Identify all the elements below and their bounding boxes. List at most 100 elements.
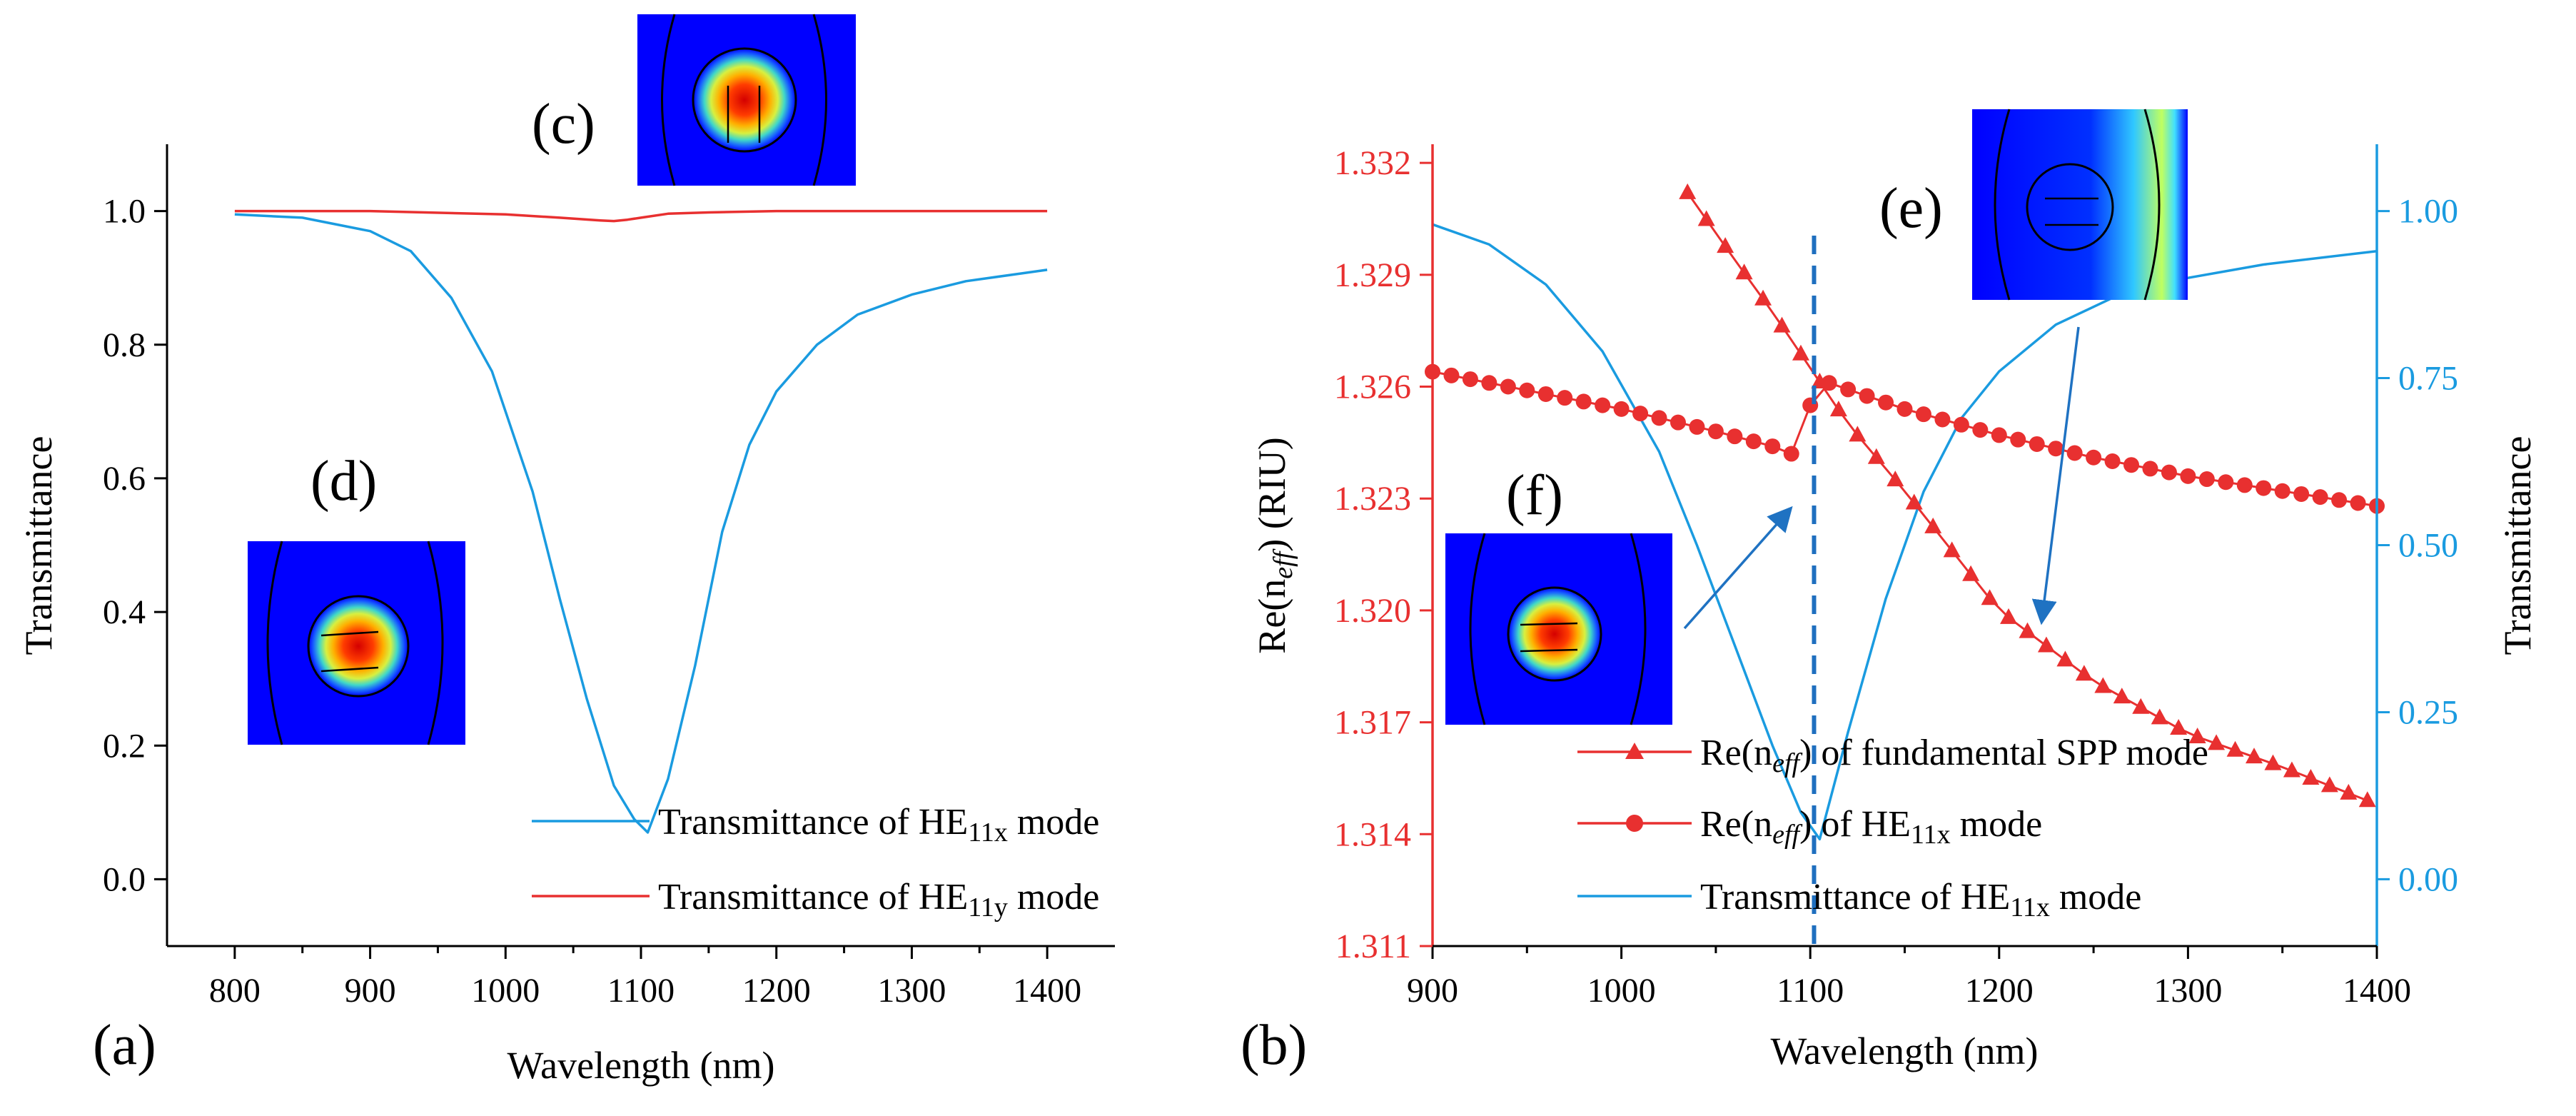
panel-b-left-tick-label: 1.326 — [1334, 368, 1411, 406]
spp-neff-point — [2170, 718, 2188, 735]
he11x-neff-point — [1840, 381, 1857, 398]
spp-neff-point — [2208, 734, 2226, 750]
panel-b: 900 1000 1100 1200 1300 1400 1.3111.3141.3171… — [1241, 109, 2539, 1077]
panel-b-x-tick-label: 1000 — [1587, 972, 1656, 1010]
he11x-neff-point — [2029, 436, 2045, 452]
he11x-neff-point — [1934, 411, 1951, 428]
he11x-neff-point — [1689, 418, 1705, 435]
panel-b-left-tick-label: 1.323 — [1334, 480, 1411, 518]
inset-f-field-arrow-2 — [1520, 648, 1578, 653]
panel-a-x-ticks: 800 900 1000 1100 1200 1300 1400 — [209, 946, 1081, 1010]
inset-f-core-outline — [1507, 586, 1602, 682]
he11x-neff-point — [1537, 386, 1554, 402]
panel-a-y-tick-label: 0.4 — [103, 593, 146, 631]
series-line-he11x-neff — [1432, 371, 2378, 508]
spp-neff-point — [2226, 740, 2244, 757]
spp-neff-point — [2283, 761, 2300, 778]
panel-a-legend: Transmittance of HE11x mode Transmittanc… — [532, 802, 1099, 923]
inset-f-pointer-arrow — [1683, 506, 1793, 630]
panel-a-y-tick-label: 1.0 — [103, 193, 146, 231]
spp-neff-point — [2320, 776, 2338, 793]
panel-b-left-tick-label: 1.311 — [1335, 928, 1411, 965]
he11x-neff-point — [1557, 390, 1573, 406]
he11x-neff-point — [1821, 375, 1837, 391]
panel-a-x-tick-label: 1400 — [1013, 972, 1081, 1010]
inset-e-cladding-left — [1994, 109, 2011, 301]
panel-a-x-tick-label: 1000 — [471, 972, 540, 1010]
he11x-neff-point — [2104, 453, 2121, 469]
series-line-he11x-transmittance-b — [1432, 223, 2378, 841]
inset-d-mode-field: (d) — [248, 450, 465, 745]
panel-a-y-tick-label: 0.2 — [103, 727, 146, 765]
spp-neff-point — [2113, 688, 2131, 704]
he11x-neff-point — [1500, 378, 1516, 395]
panel-b-x-tick-label: 1400 — [2343, 972, 2411, 1010]
spp-neff-point — [1905, 493, 1923, 510]
inset-d-cladding-left — [266, 541, 283, 745]
inset-e-cladding-right — [2143, 109, 2161, 301]
spp-neff-point — [2037, 636, 2055, 653]
he11x-neff-point — [2198, 471, 2215, 488]
spp-neff-point — [2132, 698, 2150, 714]
panel-a-x-tick-label: 1100 — [607, 972, 675, 1010]
spp-neff-point — [1773, 316, 1791, 333]
he11x-neff-point — [2218, 474, 2234, 491]
panel-d-letter: (d) — [310, 450, 377, 513]
series-line-he11y-transmittance — [234, 209, 1048, 223]
panel-b-legend: Re(neff) of fundamental SPP mode Re(neff… — [1577, 733, 2208, 923]
spp-neff-point — [2056, 650, 2074, 667]
he11x-neff-point — [2123, 457, 2140, 473]
he11x-neff-point — [1783, 446, 1799, 462]
legend-marker-triangle — [1625, 743, 1644, 759]
he11x-neff-point — [1519, 382, 1535, 398]
panel-a-x-label: Wavelength (nm) — [507, 1044, 774, 1087]
he11x-neff-point — [2066, 445, 2083, 461]
he11x-neff-point — [1972, 422, 1989, 438]
spp-neff-point — [2151, 708, 2168, 725]
spp-neff-point — [1962, 565, 1980, 581]
spp-neff-point — [2302, 768, 2320, 785]
spp-neff-point — [2094, 677, 2112, 693]
legend-label-he11y: Transmittance of HE11y mode — [658, 877, 1099, 923]
spp-neff-point — [2358, 791, 2376, 808]
panel-b-x-tick-label: 900 — [1407, 972, 1458, 1010]
panel-b-right-tick-label: 0.75 — [2398, 360, 2458, 398]
he11x-neff-point — [2293, 486, 2310, 502]
he11x-neff-point — [1632, 406, 1649, 422]
he11x-neff-point — [1707, 423, 1724, 440]
panel-b-y-label-left: Re(neff) (RIU) — [1251, 437, 1298, 653]
he11x-neff-point — [1595, 397, 1611, 413]
he11x-neff-point — [2350, 495, 2366, 511]
he11x-neff-point — [1991, 427, 2007, 443]
panel-b-left-tick-label: 1.317 — [1334, 704, 1411, 742]
panel-e-letter: (e) — [1879, 177, 1943, 240]
panel-a-letter: (a) — [93, 1014, 156, 1077]
panel-a-y-tick-label: 0.0 — [103, 860, 146, 898]
he11x-neff-point — [1953, 416, 1969, 433]
inset-f-cladding-left — [1469, 533, 1486, 725]
panel-b-y-label-right: Transmittance — [2496, 436, 2539, 655]
he11x-neff-point — [1443, 367, 1460, 383]
panel-b-left-tick-label: 1.314 — [1334, 815, 1411, 853]
he11x-neff-point — [1651, 410, 1667, 426]
spp-neff-point — [1829, 401, 1847, 417]
inset-f-field-arrow-1 — [1520, 622, 1578, 626]
he11x-neff-point — [2086, 449, 2102, 466]
panel-a-y-tick-label: 0.8 — [103, 326, 146, 364]
panel-a-y-label: Transmittance — [17, 436, 60, 655]
he11x-neff-point — [2236, 477, 2253, 493]
inset-c-core-field — [693, 49, 796, 151]
panel-b-left-tick-label: 1.332 — [1334, 144, 1411, 182]
panel-b-left-ticks: 1.311 1.314 1.317 1.320 1.323 1.326 1.329 1.332 — [1334, 144, 1433, 965]
he11x-neff-point — [1481, 375, 1497, 391]
inset-f-cladding-right — [1630, 533, 1647, 725]
inset-c-cladding-left — [661, 14, 676, 186]
inset-f-mode-field: (f) — [1445, 464, 1672, 725]
he11x-neff-point — [1878, 394, 1894, 411]
he11x-neff-point — [2180, 468, 2196, 484]
spp-neff-point — [1867, 448, 1885, 464]
panel-b-x-tick-label: 1100 — [1777, 972, 1844, 1010]
inset-d-cladding-right — [427, 541, 444, 745]
inset-e-background — [1972, 109, 2188, 300]
